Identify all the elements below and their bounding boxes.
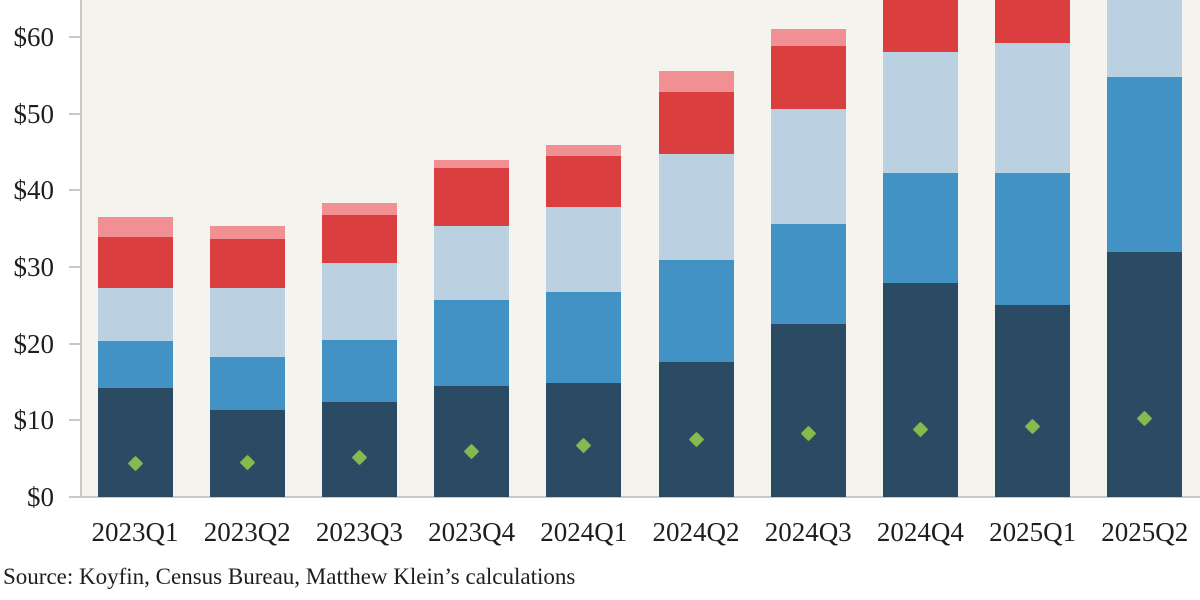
y-axis-tick-label: $40 xyxy=(13,175,55,206)
y-axis-tick-label: $50 xyxy=(13,98,55,129)
medium-blue-segment xyxy=(434,299,510,386)
light-blue-segment xyxy=(882,52,958,174)
medium-blue-segment xyxy=(321,339,397,402)
dark-navy-segment xyxy=(97,388,173,497)
source-attribution: Source: Koyfin, Census Bureau, Matthew K… xyxy=(3,564,576,589)
dark-navy-segment xyxy=(770,323,846,497)
light-red-segment xyxy=(97,217,173,237)
light-red-segment xyxy=(209,226,285,240)
light-blue-segment xyxy=(434,226,510,300)
dark-navy-segment xyxy=(209,410,285,497)
red-segment xyxy=(434,168,510,227)
light-red-segment xyxy=(658,71,734,92)
x-axis-label: 2024Q4 xyxy=(876,517,964,547)
y-axis-tick xyxy=(69,419,81,422)
light-red-segment xyxy=(321,203,397,215)
medium-blue-segment xyxy=(209,356,285,411)
y-axis-line xyxy=(80,0,82,498)
red-segment xyxy=(209,239,285,288)
light-blue-segment xyxy=(209,287,285,357)
light-red-segment xyxy=(546,144,622,156)
light-red-segment xyxy=(434,160,510,168)
medium-blue-segment xyxy=(97,340,173,389)
light-blue-segment xyxy=(995,42,1071,174)
light-blue-segment xyxy=(97,288,173,341)
light-blue-segment xyxy=(1107,0,1183,77)
x-axis-label: 2023Q1 xyxy=(91,517,179,547)
red-segment xyxy=(546,155,622,208)
light-blue-segment xyxy=(770,108,846,224)
x-axis-label: 2025Q2 xyxy=(1101,517,1189,547)
medium-blue-segment xyxy=(1107,76,1183,253)
y-axis-tick xyxy=(69,35,81,38)
light-red-segment xyxy=(770,29,846,46)
x-axis-label: 2024Q1 xyxy=(540,517,628,547)
y-axis-tick-label: $30 xyxy=(13,251,55,282)
dark-navy-segment xyxy=(434,385,510,497)
y-axis-tick-label: $20 xyxy=(13,328,55,359)
x-axis-label: 2023Q2 xyxy=(203,517,291,547)
medium-blue-segment xyxy=(658,260,734,362)
y-axis-tick-label: $0 xyxy=(27,482,54,512)
red-segment xyxy=(995,0,1071,43)
x-axis-label: 2023Q3 xyxy=(315,517,403,547)
red-segment xyxy=(770,46,846,109)
x-axis-label: 2023Q4 xyxy=(428,517,516,547)
y-axis-tick xyxy=(69,496,81,498)
red-segment xyxy=(882,0,958,53)
dark-navy-segment xyxy=(658,362,734,497)
medium-blue-segment xyxy=(882,173,958,283)
y-axis-tick xyxy=(69,189,81,192)
x-axis-label: 2025Q1 xyxy=(989,517,1077,547)
medium-blue-segment xyxy=(995,173,1071,306)
y-axis-tick xyxy=(69,265,81,268)
red-segment xyxy=(321,214,397,263)
y-axis-tick xyxy=(69,112,81,115)
medium-blue-segment xyxy=(770,223,846,324)
red-segment xyxy=(658,92,734,155)
x-axis-baseline xyxy=(69,496,1200,498)
y-axis-tick-label: $60 xyxy=(13,21,55,52)
x-axis-label: 2024Q3 xyxy=(764,517,852,547)
light-blue-segment xyxy=(658,154,734,260)
light-blue-segment xyxy=(321,263,397,340)
dark-navy-segment xyxy=(321,401,397,497)
medium-blue-segment xyxy=(546,292,622,383)
dark-navy-segment xyxy=(882,283,958,497)
dark-navy-segment xyxy=(1107,252,1183,497)
light-blue-segment xyxy=(546,207,622,293)
y-axis-tick-label: $10 xyxy=(13,405,55,436)
y-axis-tick xyxy=(69,342,81,345)
x-axis-label: 2024Q2 xyxy=(652,517,740,547)
red-segment xyxy=(97,237,173,289)
dark-navy-segment xyxy=(995,305,1071,498)
